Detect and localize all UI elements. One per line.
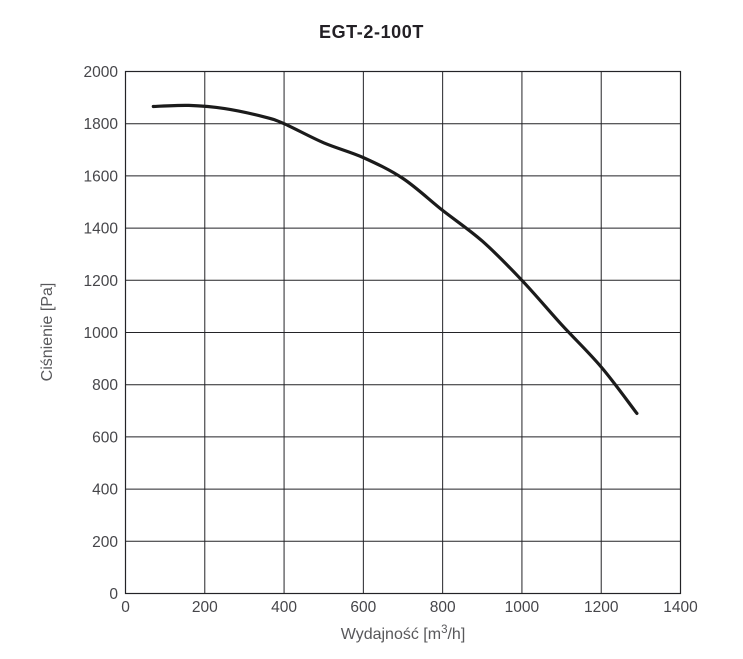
chart-title: EGT-2-100T bbox=[318, 22, 425, 42]
x-tick-label: 200 bbox=[192, 599, 218, 616]
y-tick-label: 1000 bbox=[84, 325, 119, 342]
y-tick-label: 2000 bbox=[84, 64, 119, 81]
x-axis-title: Wydajność [m3/h] bbox=[340, 624, 466, 643]
x-tick-label: 0 bbox=[121, 599, 130, 616]
y-tick-label: 800 bbox=[92, 377, 118, 394]
y-tick-label: 1600 bbox=[84, 168, 119, 185]
x-tick-label: 1400 bbox=[663, 599, 698, 616]
y-tick-label: 1800 bbox=[84, 116, 119, 133]
x-tick-label: 400 bbox=[271, 599, 297, 616]
y-tick-label: 400 bbox=[92, 482, 118, 499]
x-tick-label: 1000 bbox=[505, 599, 540, 616]
y-tick-label: 0 bbox=[109, 586, 118, 603]
y-tick-label: 200 bbox=[92, 534, 118, 551]
x-tick-label: 1200 bbox=[584, 599, 619, 616]
x-tick-label: 800 bbox=[430, 599, 456, 616]
y-tick-label: 1400 bbox=[84, 221, 119, 238]
plot-border bbox=[124, 70, 682, 595]
pressure-curve bbox=[151, 103, 639, 415]
y-tick-label: 600 bbox=[92, 429, 118, 446]
superscript-3: 3 bbox=[441, 624, 448, 636]
y-tick-label: 1200 bbox=[84, 273, 119, 290]
x-tick-label: 600 bbox=[350, 599, 376, 616]
